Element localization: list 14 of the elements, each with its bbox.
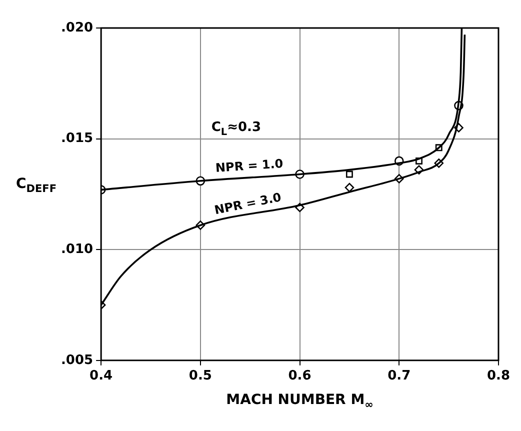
x-axis-title: MACH NUMBER M∞ <box>226 392 374 412</box>
text: NPR = 3.0 <box>213 190 282 218</box>
x-tick-label: 0.8 <box>486 368 510 384</box>
y-tick-label: .015 <box>60 131 94 146</box>
x-tick-label: 0.7 <box>388 368 411 384</box>
series-label: NPR = 1.0 <box>215 156 284 175</box>
point <box>344 182 354 192</box>
y-tick-label: .020 <box>60 20 94 36</box>
point <box>346 170 353 178</box>
x-tick-label: 0.6 <box>288 368 312 384</box>
x-tick-label: 0.5 <box>188 368 212 384</box>
x-tick-label: 0.4 <box>90 368 113 384</box>
y-tick-label: .005 <box>60 352 94 368</box>
y-tick-label: .010 <box>60 242 94 257</box>
